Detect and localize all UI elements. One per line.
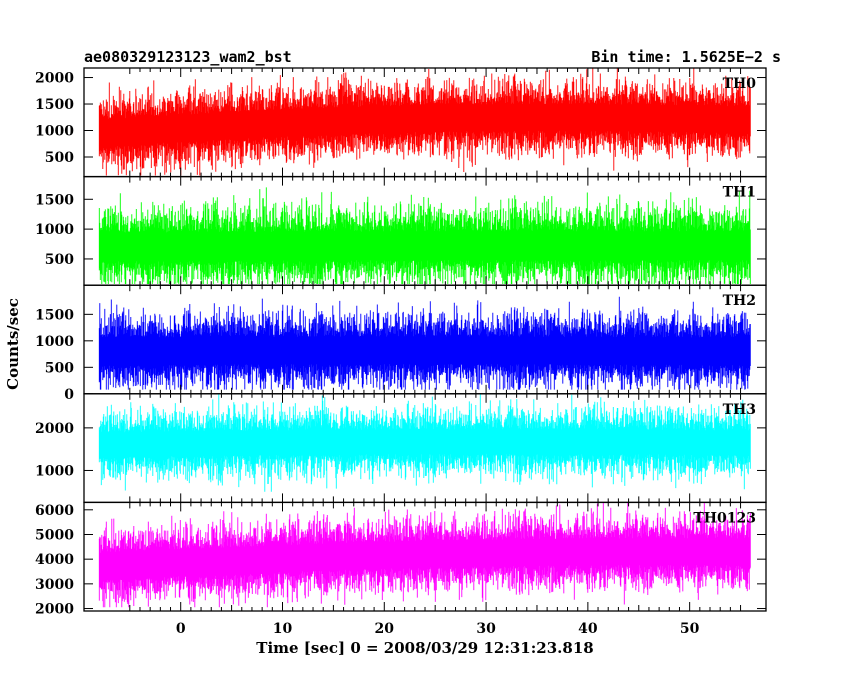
y-tick-label: 6000 xyxy=(35,503,74,519)
y-tick-label: 1000 xyxy=(35,222,74,238)
series-th2 xyxy=(98,296,751,390)
y-tick-label: 1000 xyxy=(35,124,74,140)
y-tick-label: 2000 xyxy=(35,602,74,618)
panel-th2: 0 500 1000 1500 TH2 xyxy=(35,284,767,403)
y-tick-label: 1000 xyxy=(35,463,74,479)
x-tick-label: 50 xyxy=(680,621,700,637)
y-tick-label: 3000 xyxy=(35,577,74,593)
y-tick-label: 5000 xyxy=(35,527,74,543)
y-tick-label: 2000 xyxy=(35,71,74,87)
y-tick-label: 1500 xyxy=(35,307,74,323)
y-tick-label: 1000 xyxy=(35,334,74,350)
y-tick-label: 1500 xyxy=(35,97,74,113)
series-th3 xyxy=(98,393,751,492)
chart-title-right: Bin time: 1.5625E−2 s xyxy=(591,48,781,66)
x-tick-label: 20 xyxy=(375,621,395,637)
panel-th3: 1000 2000 TH3 xyxy=(35,393,767,504)
y-tick-label: 0 xyxy=(64,387,74,403)
panel-th0123: 2000 3000 4000 5000 6000 TH0123 xyxy=(35,501,767,618)
panel-label-th1: TH1 xyxy=(723,185,756,201)
x-tick-label: 0 xyxy=(176,621,186,637)
panel-label-th2: TH2 xyxy=(723,293,756,309)
y-tick-label: 500 xyxy=(45,360,74,376)
panel-th1: 500 1000 1500 TH1 xyxy=(35,175,767,286)
x-tick-label: 10 xyxy=(273,621,293,637)
panel-label-th3: TH3 xyxy=(723,402,756,418)
series-th1 xyxy=(98,187,751,284)
panel-label-th0: TH0 xyxy=(723,76,757,92)
x-tick-label: 40 xyxy=(578,621,598,637)
y-axis-label: Counts/sec xyxy=(4,298,22,390)
series-th0123 xyxy=(98,502,751,608)
x-axis-label: Time [sec] 0 = 2008/03/29 12:31:23.818 xyxy=(256,639,593,657)
y-tick-label: 1500 xyxy=(35,192,74,208)
y-tick-label: 500 xyxy=(45,150,74,166)
series-th0 xyxy=(98,68,751,176)
y-tick-label: 4000 xyxy=(35,552,74,568)
panel-label-th0123: TH0123 xyxy=(693,510,756,526)
chart-title-left: ae080329123123_wam2_bst xyxy=(84,48,292,66)
x-tick-label: 30 xyxy=(476,621,496,637)
panel-th0: 500 1000 1500 2000 TH0 xyxy=(35,67,767,178)
y-tick-label: 2000 xyxy=(35,421,74,437)
y-tick-label: 500 xyxy=(45,252,74,268)
